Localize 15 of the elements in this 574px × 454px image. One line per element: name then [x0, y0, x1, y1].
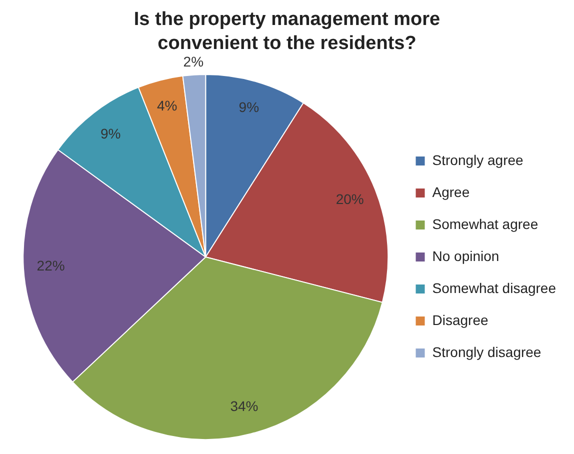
- legend-label: Strongly agree: [432, 152, 524, 168]
- legend-label: Agree: [432, 184, 470, 200]
- data-label: 20%: [336, 190, 364, 207]
- legend-label: Strongly disagree: [432, 344, 542, 360]
- chart-title: Is the property management more convenient to the residents?: [132, 8, 442, 56]
- data-label: 2%: [183, 54, 204, 70]
- legend-label: Somewhat agree: [432, 216, 538, 232]
- legend-label: Disagree: [432, 312, 489, 328]
- legend-label: Somewhat disagree: [432, 280, 556, 296]
- legend-label: No opinion: [432, 248, 500, 264]
- data-label: 9%: [100, 125, 121, 142]
- data-label: 9%: [238, 98, 260, 115]
- data-label: 4%: [156, 98, 178, 114]
- data-label: 22%: [36, 258, 65, 274]
- data-label: 34%: [230, 398, 258, 414]
